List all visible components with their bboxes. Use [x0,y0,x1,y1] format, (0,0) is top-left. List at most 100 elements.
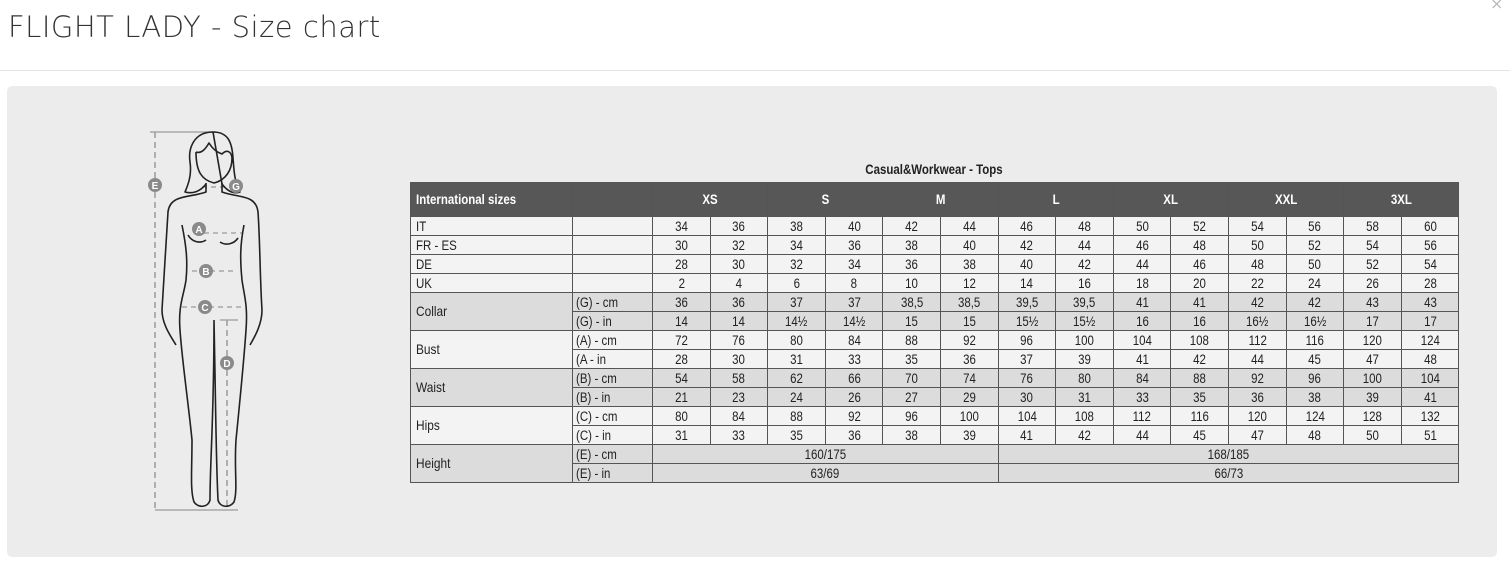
table-cell: 40 [940,235,999,255]
table-cell: 28 [1400,273,1460,293]
cell-text: 104 [1420,370,1440,386]
table-cell: 23 [709,387,769,407]
table-cell: 70 [882,368,941,388]
cell-text: 38 [1308,389,1322,405]
table-cell: 47 [1343,349,1402,369]
table-cell: 76 [709,330,769,350]
cell-text: 34 [790,237,803,253]
table-cell: 31 [652,425,711,445]
table-cell: 66 [824,368,884,388]
table-cell: 124 [1285,406,1345,426]
cell-text: 76 [1020,370,1034,386]
close-icon[interactable]: × [1490,0,1504,13]
cell-text: 112 [1248,332,1267,348]
table-cell: 30 [709,254,769,274]
cell-text: 46 [1193,256,1207,272]
table-cell: 112 [1227,330,1287,350]
cell-text: 54 [1366,237,1379,253]
cell-text: 50 [1135,218,1149,234]
table-cell: 4 [709,273,769,293]
cell-text: 60 [1423,218,1437,234]
sub-label: (C) - cm [572,406,653,426]
modal-title: FLIGHT LADY - Size chart [8,10,381,44]
table-cell: 50 [1227,235,1287,255]
table-cell: 45 [1285,349,1345,369]
cell-text: 38 [962,256,976,272]
cell-text: 14 [732,313,746,329]
cell-text: 120 [1362,332,1383,348]
cell-text: (E) - cm [576,446,617,462]
cell-text: 15½ [1073,313,1096,329]
table-cell: 72 [652,330,711,350]
cell-text: International sizes [416,192,517,207]
cell-text: 74 [962,370,976,386]
cell-text: 43 [1366,294,1379,310]
cell-text: 3XL [1390,192,1412,207]
table-cell: 80 [767,330,826,350]
cell-text: 41 [1135,294,1149,310]
cell-text: IT [416,218,427,234]
cell-text: Height [416,455,451,471]
table-cell: 63/69 [652,463,999,483]
header-size-3xl: 3XL [1343,182,1460,217]
table-cell: 52 [1170,216,1229,236]
sub-label-blank [572,216,653,236]
cell-text: 33 [1135,389,1149,405]
cell-text: 62 [790,370,803,386]
marker-d: D [223,359,230,370]
table-cell: 32 [767,254,826,274]
cell-text: 44 [1078,237,1091,253]
cell-text: (G) - cm [576,294,619,310]
cell-text: 84 [847,332,861,348]
table-cell: 124 [1400,330,1460,350]
cell-text: 17 [1366,313,1379,329]
cell-text: 39,5 [1073,294,1096,310]
table-cell: 56 [1285,216,1345,236]
cell-text: 16½ [1246,313,1269,329]
cell-text: 88 [790,408,803,424]
table-cell: 34 [767,235,826,255]
table-cell: 37 [767,292,826,312]
cell-text: 47 [1250,427,1264,443]
cell-text: 38,5 [900,294,923,310]
table-cell: 14 [997,273,1057,293]
table-cell: 15½ [1055,311,1114,331]
table-cell: 39 [1343,387,1402,407]
table-cell: 116 [1170,406,1229,426]
table-cell: 108 [1170,330,1229,350]
cell-text: (B) - in [576,389,611,405]
cell-text: 41 [1423,389,1437,405]
table-cell: 36 [882,254,941,274]
cell-text: 41 [1193,294,1207,310]
table-cell: 30 [709,349,769,369]
cell-text: UK [416,275,432,291]
header-size-xxl: XXL [1227,182,1345,217]
cell-text: 36 [674,294,688,310]
cell-text: 31 [674,427,688,443]
table-cell: 36 [824,425,884,445]
table-cell: 43 [1343,292,1402,312]
table-cell: 38,5 [882,292,941,312]
cell-text: 92 [962,332,976,348]
row-label: IT [410,216,573,236]
sub-label: (E) - in [572,463,653,483]
sub-label: (C) - in [572,425,653,445]
cell-text: 39,5 [1015,294,1039,310]
cell-text: 42 [1193,351,1207,367]
table-cell: 50 [1285,254,1345,274]
cell-text: 124 [1305,408,1325,424]
cell-text: 15½ [1015,313,1039,329]
cell-text: 46 [1020,218,1034,234]
cell-text: 14 [1020,275,1034,291]
sub-label: (A - in [572,349,653,369]
marker-e: E [152,181,159,192]
cell-text: (A) - cm [576,332,617,348]
table-cell: 41 [997,425,1057,445]
cell-text: 17 [1423,313,1437,329]
cell-text: XXL [1274,192,1298,207]
cell-text: 4 [735,275,743,291]
table-cell: 56 [1400,235,1460,255]
table-cell: 108 [1055,406,1114,426]
table-cell: 54 [1400,254,1460,274]
table-cell: 46 [1170,254,1229,274]
